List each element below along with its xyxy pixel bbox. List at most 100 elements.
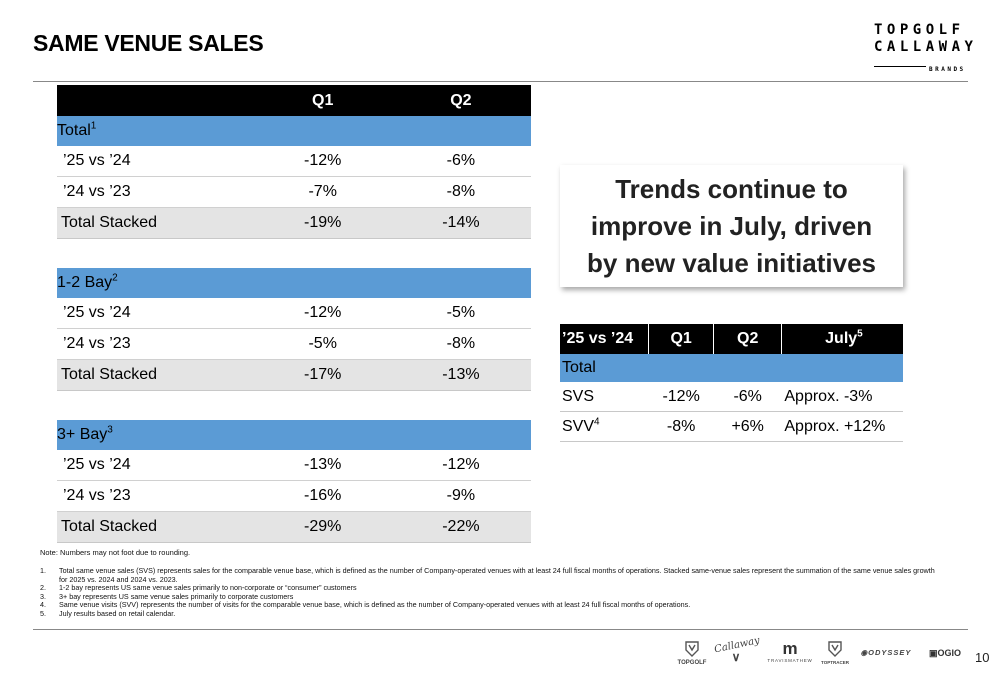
row-label: Total Stacked (57, 207, 255, 239)
table-row: ’24 vs ’23 -5% -8% (57, 328, 531, 360)
footnote-ref: 2 (112, 272, 118, 284)
section-1-2-bay: 1-2 Bay2 (57, 268, 531, 298)
total-stacked-row: Total Stacked -29% -22% (57, 511, 531, 543)
row-label: ’24 vs ’23 (57, 480, 255, 512)
brand-line1: TOPGOLF (874, 22, 965, 38)
topgolf-callaway-brands-logo: TOPGOLF CALLAWAY BRANDS (874, 22, 974, 75)
table-row: ’25 vs ’24 -13% -12% (57, 450, 531, 481)
row-label-text: SVS (562, 387, 595, 405)
july-comparison-table: ’25 vs ’24 Q1 Q2 July5 Total SVS -12% -6… (560, 324, 903, 442)
odyssey-logo: ◉ODYSSEY (854, 648, 918, 657)
ogio-wordmark: OGIO (937, 648, 962, 658)
q2-value: -8% (390, 176, 531, 208)
footnote-number: 5. (40, 608, 46, 618)
table-row: ’24 vs ’23 -7% -8% (57, 176, 531, 208)
header-q1: Q1 (254, 85, 391, 116)
footnote-number: 3. (40, 591, 46, 601)
callout-line3: by new value initiatives (587, 247, 876, 278)
brand-line3: BRANDS (929, 66, 966, 73)
row-label: Total Stacked (57, 359, 255, 391)
ogio-logo: ▣OGIO (924, 648, 966, 659)
q2-value: -6% (390, 146, 531, 177)
header-empty (57, 85, 255, 116)
section-label: 1-2 Bay (57, 274, 113, 291)
header-july-label: July (825, 330, 858, 347)
travismathew-m-icon: m (782, 639, 798, 658)
trends-callout-box: Trends continue to improve in July, driv… (560, 165, 903, 287)
row-label: ’25 vs ’24 (57, 450, 255, 481)
row-label: ’25 vs ’24 (57, 146, 255, 177)
section-label: 3+ Bay (57, 426, 108, 443)
callout-line1: Trends continue to (615, 173, 848, 204)
row-label: Total Stacked (57, 511, 255, 543)
footnote-text: July results based on retail calendar. (59, 608, 176, 618)
topgolf-logo: TOPGOLF (676, 640, 708, 666)
row-label: ’24 vs ’23 (57, 176, 255, 208)
footnote-item: 4. Same venue visits (SVV) represents the… (40, 600, 940, 610)
table-row: SVS -12% -6% Approx. -3% (560, 382, 903, 412)
footnote-item: 2. 1-2 bay represents US same venue sales… (40, 583, 940, 593)
q2-value: -5% (390, 298, 531, 329)
brand-line2: CALLAWAY (874, 39, 978, 55)
odyssey-swirl-icon: ◉ (860, 648, 869, 657)
total-stacked-row: Total Stacked -17% -13% (57, 359, 531, 391)
q1-value: -7% (254, 176, 391, 208)
q2-value: +6% (713, 411, 782, 442)
q1-value: -5% (254, 328, 391, 360)
footer-divider (33, 629, 968, 630)
brand-logos-strip: TOPGOLF Callaway ∨ m TRAVISMATHEW TOPTRA… (676, 635, 966, 672)
toptracer-logo: TOPTRACER (818, 640, 852, 665)
q1-value: -16% (254, 480, 391, 512)
footnote-ref: 1 (90, 120, 97, 132)
footnote-number: 1. (40, 566, 46, 575)
table-header-row: Q1 Q2 (57, 85, 531, 116)
header-q1: Q1 (647, 324, 714, 354)
q1-value: -17% (254, 359, 391, 391)
q2-value: -9% (390, 480, 531, 512)
total-stacked-row: Total Stacked -19% -14% (57, 207, 531, 239)
footnote-item: 3. 3+ bay represents US same venue sales … (40, 591, 940, 602)
section-total: Total (560, 354, 903, 382)
footnote-text: Same venue visits (SVV) represents the n… (59, 600, 691, 609)
q1-value: -8% (648, 411, 714, 442)
q2-value: -12% (390, 450, 531, 481)
row-label: SVS (560, 382, 649, 412)
q2-value: -8% (390, 328, 531, 360)
q2-value: -22% (390, 511, 531, 543)
footnote-item: 1. Total same venue sales (SVS) represent… (40, 566, 940, 584)
q1-value: -12% (648, 382, 714, 412)
travismathew-logo: m TRAVISMATHEW (764, 639, 816, 664)
july-value: Approx. -3% (781, 382, 903, 412)
footnote-ref: 3 (107, 424, 113, 436)
page-number: 10 (975, 650, 990, 665)
row-label: ’25 vs ’24 (57, 298, 255, 329)
table-header-row: ’25 vs ’24 Q1 Q2 July5 (560, 324, 903, 354)
q2-value: -13% (390, 359, 531, 391)
header-period: ’25 vs ’24 (560, 324, 649, 354)
footnote-number: 2. (40, 583, 46, 592)
rounding-note: Note: Numbers may not foot due to roundi… (40, 548, 191, 557)
callout-line2: improve in July, driven (590, 210, 873, 241)
q1-value: -12% (254, 146, 391, 177)
header-divider (33, 81, 968, 82)
toptracer-wordmark: TOPTRACER (821, 660, 849, 665)
footnote-text: Total same venue sales (SVS) represents … (59, 566, 935, 584)
row-label-text: SVV (562, 417, 595, 435)
section-3-plus-bay: 3+ Bay3 (57, 420, 531, 450)
footnote-item: 5. July results based on retail calendar. (40, 608, 940, 619)
row-label: ’24 vs ’23 (57, 328, 255, 360)
callaway-chevron-icon: ∨ (731, 650, 741, 664)
section-label: Total (57, 122, 91, 139)
table-row: ’25 vs ’24 -12% -6% (57, 146, 531, 177)
header-july: July5 (780, 324, 903, 354)
table-row: SVV4 -8% +6% Approx. +12% (560, 411, 903, 442)
july-value: Approx. +12% (781, 411, 903, 442)
topgolf-shield-icon (685, 641, 699, 657)
ogio-mark-icon: ▣ (928, 648, 938, 658)
q1-value: -12% (254, 298, 391, 329)
toptracer-shield-icon (828, 641, 842, 657)
page-title: SAME VENUE SALES (33, 30, 264, 56)
footnote-ref: 5 (857, 328, 863, 340)
row-label: SVV4 (560, 411, 649, 442)
footnote-text: 3+ bay represents US same venue sales pr… (59, 591, 294, 601)
